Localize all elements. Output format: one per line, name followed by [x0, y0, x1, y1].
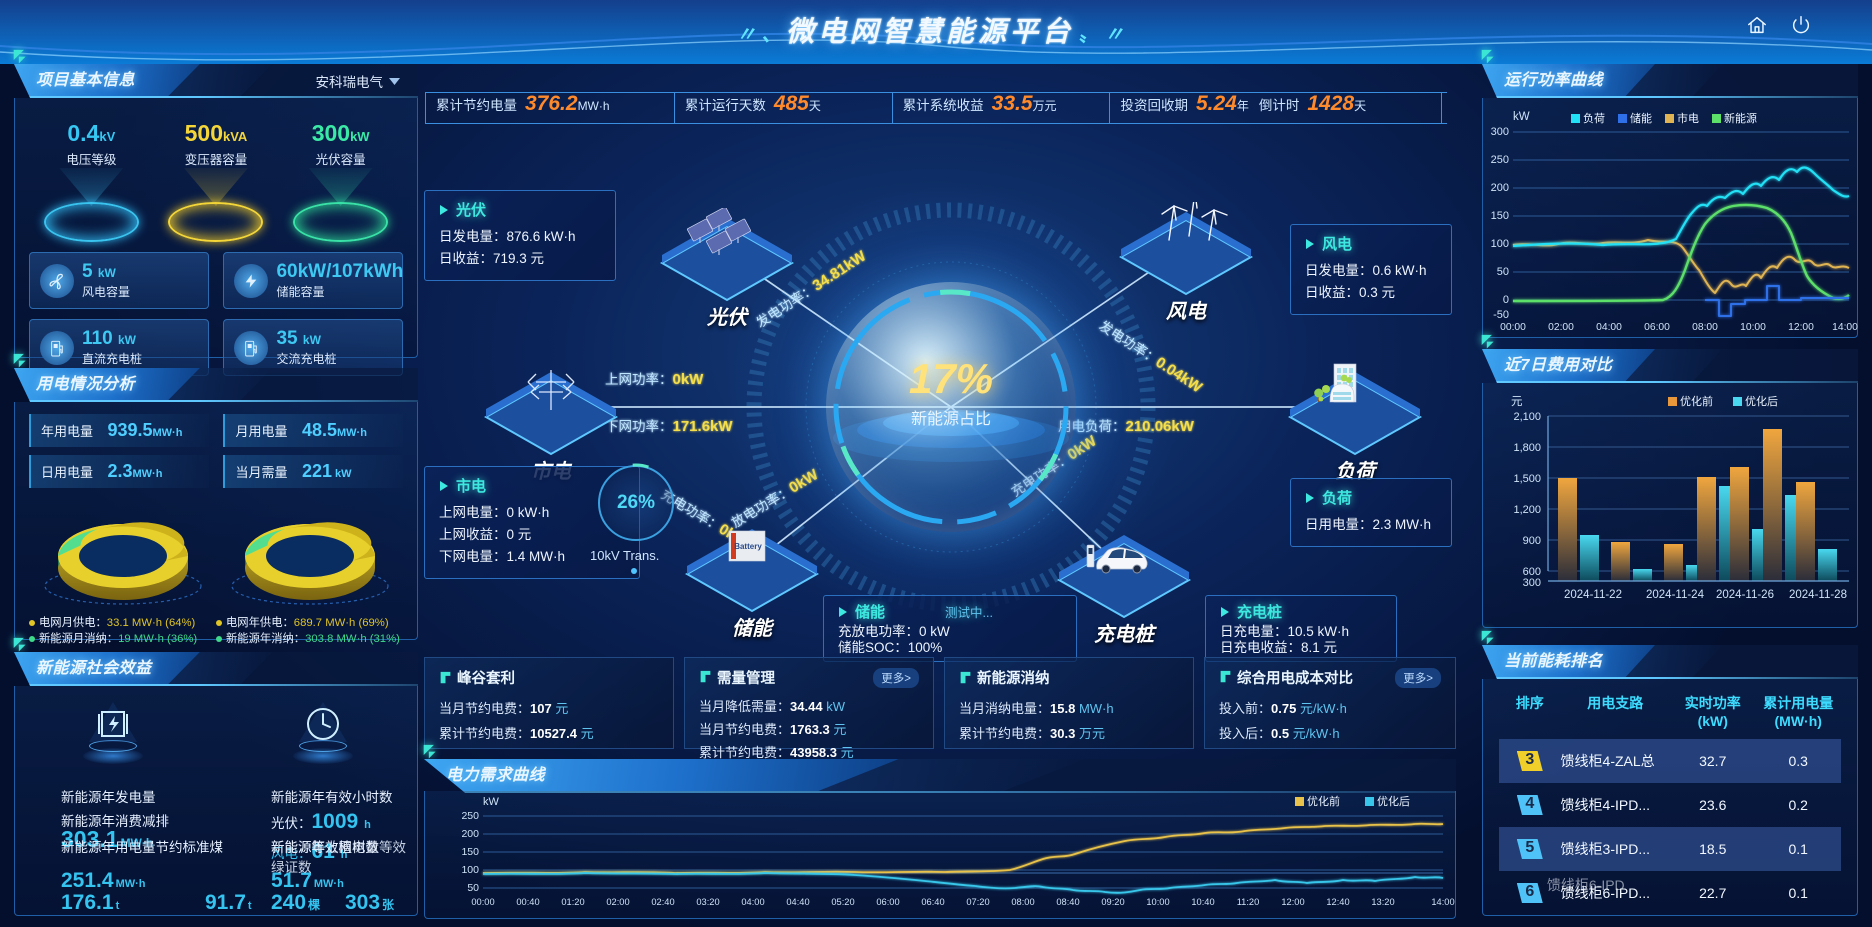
svg-text:发电功率：0.04kW: 发电功率：0.04kW — [1096, 317, 1206, 397]
svg-text:300: 300 — [1523, 577, 1541, 589]
svg-text:10:40: 10:40 — [1191, 897, 1214, 907]
svg-text:1,800: 1,800 — [1513, 442, 1541, 454]
svg-text:200: 200 — [1491, 182, 1509, 194]
svg-text:优化后: 优化后 — [1377, 794, 1410, 808]
svg-text:08:00: 08:00 — [1692, 322, 1718, 333]
svg-text:01:20: 01:20 — [561, 897, 584, 907]
svg-text:12:00: 12:00 — [1788, 322, 1814, 333]
svg-text:kW: kW — [1513, 111, 1530, 123]
svg-text:04:00: 04:00 — [1596, 322, 1622, 333]
svg-text:06:00: 06:00 — [1644, 322, 1670, 333]
svg-text:08:40: 08:40 — [1056, 897, 1079, 907]
svg-text:优化后: 优化后 — [1745, 394, 1778, 408]
svg-text:100: 100 — [461, 864, 479, 876]
svg-text:07:20: 07:20 — [966, 897, 989, 907]
svg-text:2024-11-28: 2024-11-28 — [1789, 589, 1847, 601]
svg-text:900: 900 — [1523, 535, 1541, 547]
svg-text:市电: 市电 — [1677, 111, 1699, 125]
svg-text:2024-11-22: 2024-11-22 — [1564, 589, 1622, 601]
svg-text:250: 250 — [1491, 154, 1509, 166]
svg-text:kW: kW — [483, 796, 500, 808]
svg-text:13:20: 13:20 — [1371, 897, 1394, 907]
svg-text:02:40: 02:40 — [651, 897, 674, 907]
svg-text:负荷: 负荷 — [1583, 111, 1605, 125]
svg-text:12:40: 12:40 — [1326, 897, 1349, 907]
svg-text:250: 250 — [461, 810, 479, 822]
svg-text:-50: -50 — [1493, 309, 1509, 321]
svg-text:优化前: 优化前 — [1307, 794, 1340, 808]
svg-text:1,500: 1,500 — [1513, 473, 1541, 485]
svg-text:02:00: 02:00 — [606, 897, 629, 907]
svg-text:04:40: 04:40 — [786, 897, 809, 907]
svg-text:2024-11-26: 2024-11-26 — [1716, 589, 1774, 601]
svg-text:元: 元 — [1511, 396, 1523, 408]
svg-text:0: 0 — [1503, 294, 1509, 306]
svg-text:09:20: 09:20 — [1101, 897, 1124, 907]
svg-text:02:00: 02:00 — [1548, 322, 1574, 333]
svg-text:1,200: 1,200 — [1513, 504, 1541, 516]
svg-text:150: 150 — [461, 846, 479, 858]
svg-text:00:00: 00:00 — [471, 897, 494, 907]
svg-text:14:00: 14:00 — [1832, 322, 1858, 333]
svg-text:150: 150 — [1491, 210, 1509, 222]
svg-text:Battery: Battery — [734, 542, 762, 551]
svg-text:00:00: 00:00 — [1500, 322, 1526, 333]
svg-text:03:20: 03:20 — [696, 897, 719, 907]
svg-text:05:20: 05:20 — [831, 897, 854, 907]
svg-text:储能: 储能 — [1630, 111, 1652, 125]
svg-text:优化前: 优化前 — [1680, 394, 1713, 408]
svg-text:14:00: 14:00 — [1431, 897, 1454, 907]
svg-text:200: 200 — [461, 828, 479, 840]
svg-text:50: 50 — [1497, 266, 1509, 278]
svg-text:06:00: 06:00 — [876, 897, 899, 907]
svg-text:11:20: 11:20 — [1237, 897, 1260, 907]
svg-text:新能源: 新能源 — [1724, 111, 1757, 125]
svg-text:2024-11-24: 2024-11-24 — [1646, 589, 1705, 601]
svg-text:00:40: 00:40 — [516, 897, 539, 907]
svg-text:100: 100 — [1491, 238, 1509, 250]
svg-text:10:00: 10:00 — [1146, 897, 1169, 907]
svg-text:04:00: 04:00 — [741, 897, 764, 907]
svg-text:2,100: 2,100 — [1513, 411, 1541, 423]
svg-text:用电负荷：210.06kW: 用电负荷：210.06kW — [1058, 418, 1195, 435]
svg-text:50: 50 — [467, 882, 479, 894]
svg-text:06:40: 06:40 — [921, 897, 944, 907]
svg-text:12:00: 12:00 — [1281, 897, 1304, 907]
svg-text:300: 300 — [1491, 126, 1509, 138]
svg-text:10:00: 10:00 — [1740, 322, 1766, 333]
svg-text:08:00: 08:00 — [1011, 897, 1034, 907]
